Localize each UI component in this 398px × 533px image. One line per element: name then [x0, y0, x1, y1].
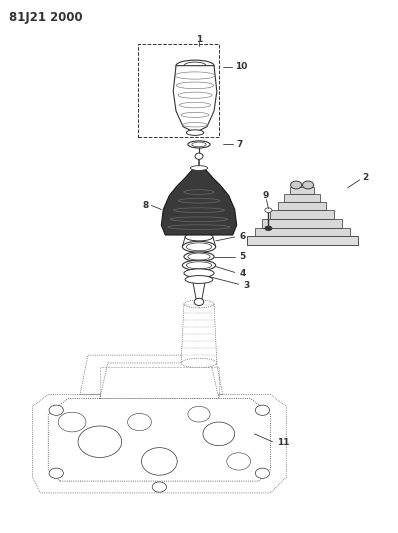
Ellipse shape: [302, 181, 314, 189]
Text: 4: 4: [240, 269, 246, 278]
Ellipse shape: [194, 298, 204, 305]
Text: 10: 10: [236, 62, 248, 71]
Ellipse shape: [181, 358, 217, 368]
Ellipse shape: [49, 468, 63, 478]
Polygon shape: [181, 304, 217, 363]
Ellipse shape: [188, 253, 210, 260]
Ellipse shape: [186, 262, 212, 269]
Ellipse shape: [78, 426, 122, 457]
Ellipse shape: [256, 405, 269, 415]
Ellipse shape: [176, 60, 214, 71]
Ellipse shape: [184, 269, 214, 278]
Ellipse shape: [227, 453, 251, 470]
Ellipse shape: [291, 181, 302, 189]
Polygon shape: [255, 228, 350, 236]
Text: 9: 9: [262, 191, 269, 200]
Ellipse shape: [182, 260, 216, 270]
Text: 8: 8: [142, 201, 148, 210]
Ellipse shape: [152, 482, 166, 492]
Text: 81J21 2000: 81J21 2000: [9, 11, 82, 23]
Polygon shape: [278, 201, 326, 210]
Polygon shape: [262, 219, 342, 228]
Polygon shape: [270, 210, 334, 219]
Ellipse shape: [265, 226, 272, 231]
Ellipse shape: [49, 405, 63, 415]
Ellipse shape: [203, 422, 235, 446]
Text: 1: 1: [196, 35, 202, 44]
Polygon shape: [48, 399, 270, 481]
Ellipse shape: [186, 130, 204, 135]
Ellipse shape: [184, 252, 214, 261]
Polygon shape: [173, 66, 217, 133]
Ellipse shape: [195, 153, 203, 159]
Text: 7: 7: [237, 140, 243, 149]
Ellipse shape: [256, 468, 269, 478]
Polygon shape: [290, 187, 314, 193]
Ellipse shape: [185, 276, 213, 284]
Ellipse shape: [192, 142, 206, 147]
Polygon shape: [192, 257, 206, 302]
Ellipse shape: [128, 414, 151, 431]
Ellipse shape: [142, 448, 177, 475]
Text: 11: 11: [277, 439, 290, 447]
Ellipse shape: [182, 241, 216, 252]
Text: 5: 5: [240, 252, 246, 261]
Polygon shape: [161, 166, 237, 235]
Polygon shape: [100, 363, 219, 399]
Ellipse shape: [190, 166, 208, 171]
Ellipse shape: [186, 243, 212, 251]
Ellipse shape: [188, 141, 210, 148]
Text: 2: 2: [363, 173, 369, 182]
Polygon shape: [247, 236, 358, 245]
Ellipse shape: [188, 406, 210, 422]
Polygon shape: [284, 193, 320, 201]
Ellipse shape: [184, 300, 214, 308]
Ellipse shape: [185, 233, 213, 241]
Text: 6: 6: [240, 232, 246, 241]
Text: 3: 3: [244, 281, 250, 290]
Ellipse shape: [58, 412, 86, 432]
Ellipse shape: [265, 208, 272, 213]
